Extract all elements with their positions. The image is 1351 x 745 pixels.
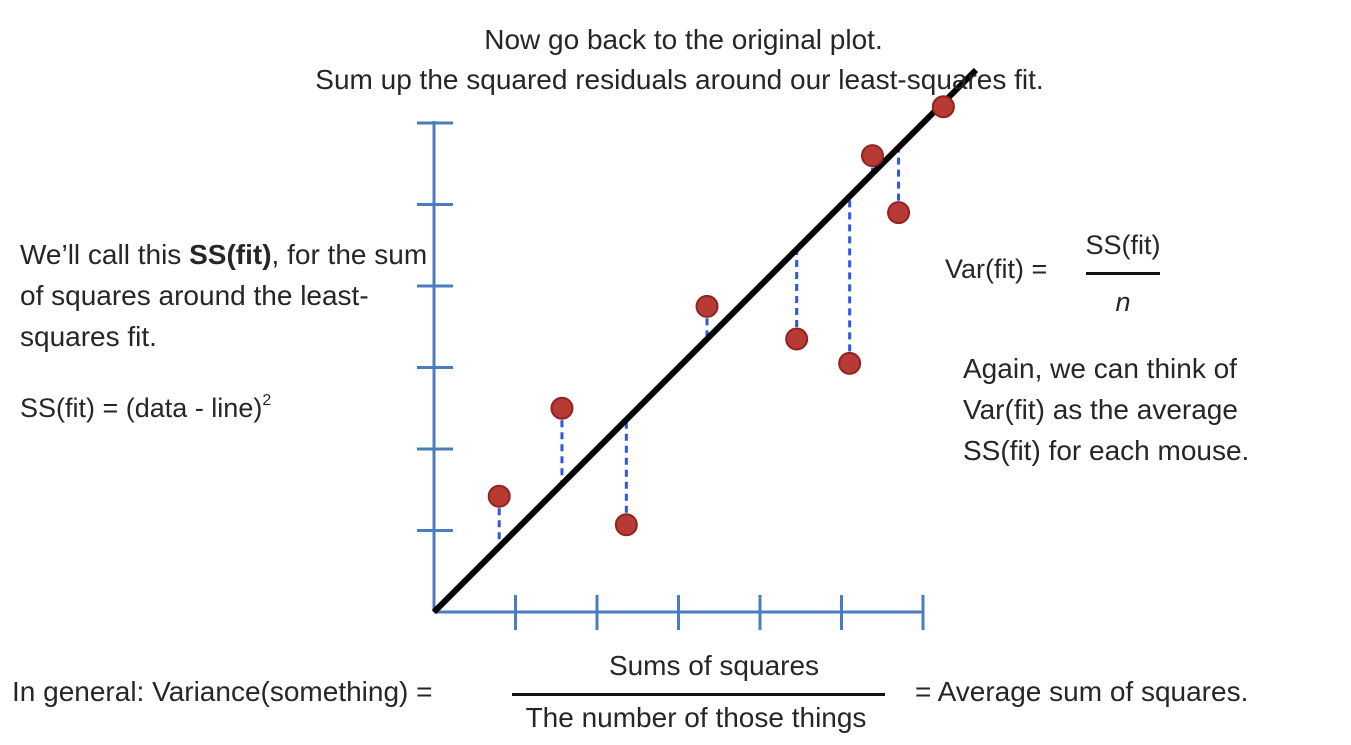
data-point (695, 294, 719, 318)
ss-fit-term: SS(fit) (189, 239, 272, 270)
ss-fit-prefix: We’ll call this (20, 239, 190, 270)
data-point (785, 327, 809, 351)
general-result: = Average sum of squares. (915, 676, 1249, 707)
data-point (487, 484, 511, 508)
ss-fit-suffix: , for the sum of squares around the leas… (20, 239, 428, 352)
data-point (931, 95, 955, 119)
var-fit-fraction-bar (1086, 272, 1160, 275)
header-line-1: Now go back to the original plot. (484, 24, 883, 55)
ss-fit-formula-text: SS(fit) = (data - line) (20, 393, 263, 423)
data-point (838, 351, 862, 375)
least-squares-fit-line (431, 67, 979, 615)
var-fit-numerator: SS(fit) (1085, 230, 1161, 260)
general-variance-label: In general: Variance(something) = (12, 676, 433, 707)
data-point (550, 396, 574, 420)
header-line-2: Sum up the squared residuals around our … (315, 64, 1044, 95)
data-point (860, 144, 884, 168)
ss-fit-formula: SS(fit) = (data - line)2 (20, 392, 271, 424)
general-numerator: Sums of squares (608, 650, 820, 681)
data-point (887, 201, 911, 225)
var-fit-label: Var(fit) = (945, 254, 1048, 284)
ss-fit-definition: We’ll call this SS(fit), for the sum of … (20, 234, 440, 357)
general-denominator: The number of those things (525, 702, 867, 733)
var-fit-explanation: Again, we can think of Var(fit) as the a… (963, 353, 1250, 466)
data-point (614, 513, 638, 537)
ss-fit-formula-exponent: 2 (262, 392, 272, 409)
var-fit-denominator: n (1115, 287, 1131, 317)
general-fraction-bar (512, 693, 885, 696)
